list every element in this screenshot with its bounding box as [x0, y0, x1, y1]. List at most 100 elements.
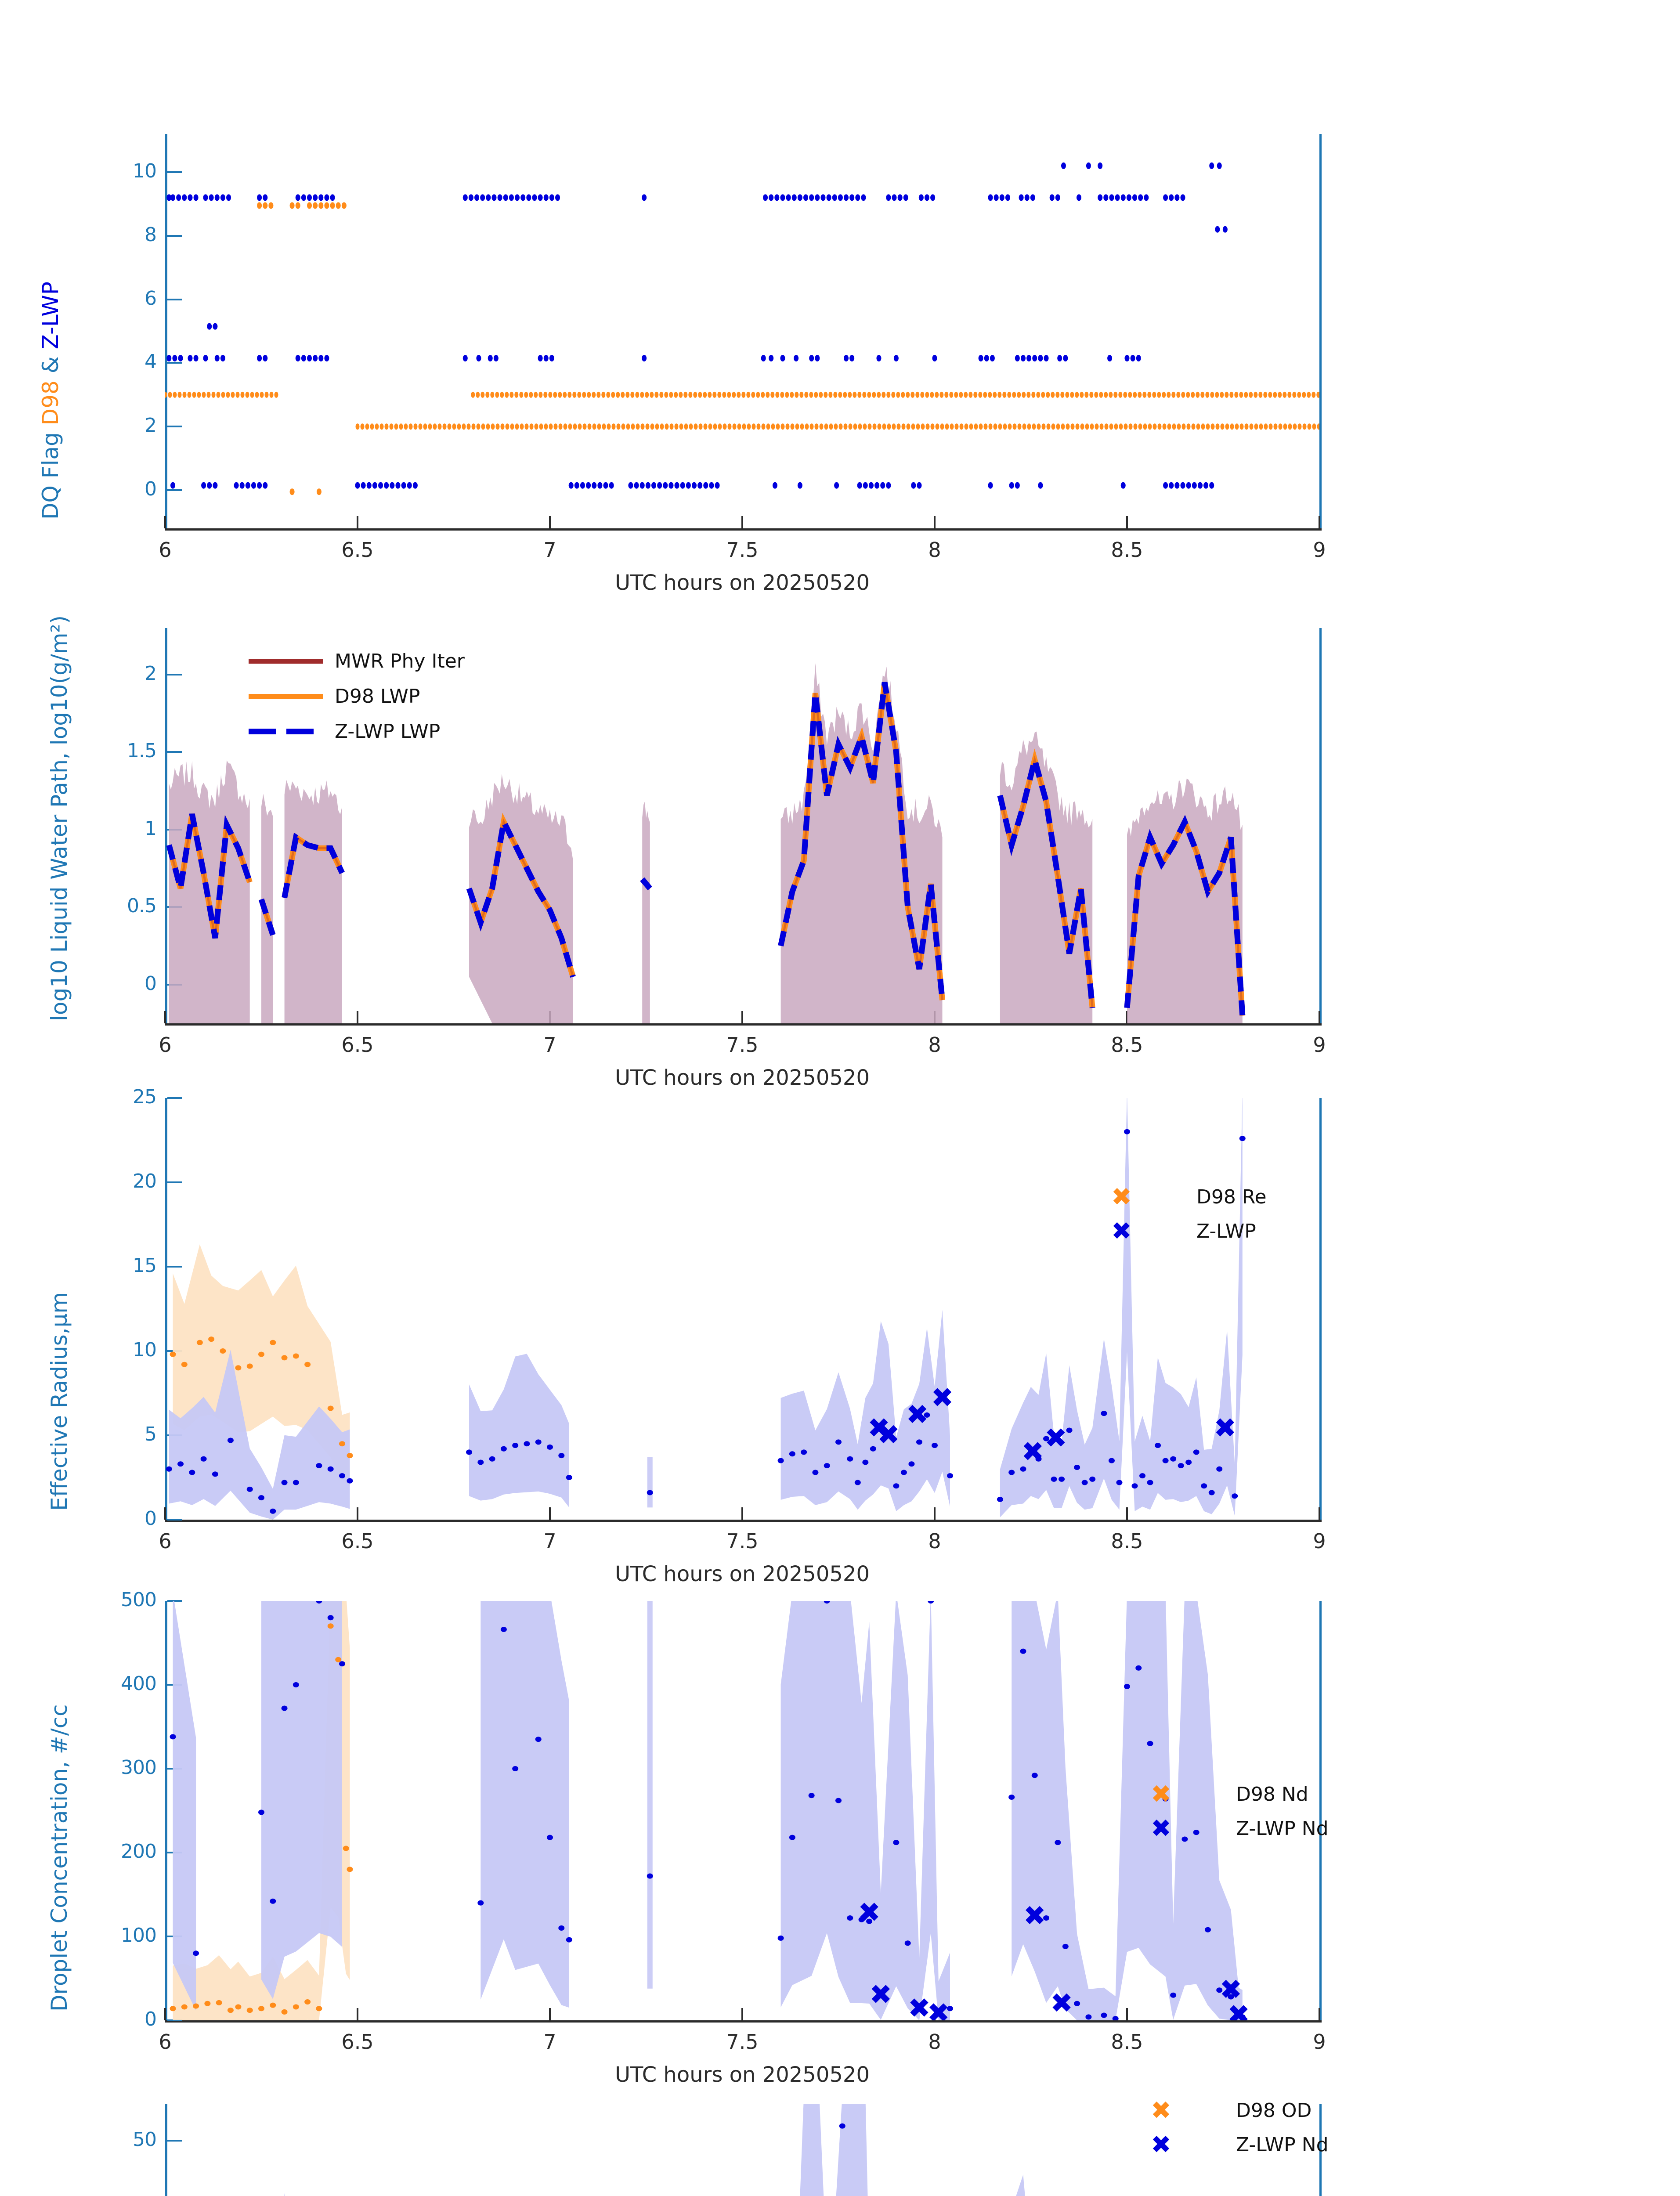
x-tick-label: 7.5 [726, 538, 759, 562]
svg-text:✖: ✖ [1051, 1989, 1072, 2018]
y-axis-line [165, 628, 167, 1023]
svg-text:✖: ✖ [871, 1981, 891, 2009]
legend-x-marker: ✖ [1151, 1780, 1171, 1809]
legend-entry-2: Z-LWP LWP [249, 720, 440, 743]
svg-text:✖: ✖ [1215, 1414, 1236, 1443]
series-z-lwp-re-highlighted: ✖✖✖✖✖ ✖ ✖ [869, 1384, 1236, 1466]
lwp-uncertainty-band [642, 802, 650, 1023]
y-axis-line [165, 2104, 167, 2196]
svg-text:✖: ✖ [869, 1414, 889, 1443]
y-axis-line-right [1319, 1098, 1322, 1520]
x-tick-label: 8 [928, 1529, 941, 1553]
y-tick-label: 5 [145, 1423, 157, 1445]
series-z-lwp-nd [170, 1601, 1246, 2020]
x-axis-label: UTC hours on 20250520 [615, 2062, 870, 2087]
y-tick-label: 0.5 [127, 895, 157, 917]
legend-x-marker: ✖ [1151, 2130, 1171, 2159]
z-lwp-lwp-line [282, 832, 345, 899]
x-tick [164, 516, 166, 528]
highlight-x-marker: ✖ [1050, 1987, 1073, 2019]
lwp-uncertainty-band [469, 774, 573, 1023]
x-tick-label: 7.5 [726, 2030, 759, 2054]
y-tick [167, 2140, 182, 2142]
uncertainty-band [481, 1601, 569, 2008]
highlight-x-marker: ✖ [869, 1979, 892, 2011]
x-tick-label: 7 [543, 2030, 556, 2054]
x-tick [741, 1011, 743, 1023]
legend-x-marker: ✖ [1151, 2096, 1171, 2125]
y-tick [167, 362, 182, 364]
y-tick [167, 235, 182, 237]
legend-label: D98 Nd [1236, 1783, 1308, 1806]
x-tick [549, 1507, 551, 1520]
z-lwp-lwp-line [466, 813, 576, 978]
highlight-x-marker: ✖ [1021, 1435, 1044, 1467]
x-tick [164, 1011, 166, 1023]
uncertainty-band [800, 2104, 868, 2196]
x-tick [549, 516, 551, 528]
legend-label: D98 OD [1236, 2099, 1312, 2122]
x-tick-label: 6.5 [341, 538, 374, 562]
x-tick [934, 516, 936, 528]
y-tick-label: 8 [145, 223, 157, 246]
svg-text:✖: ✖ [1024, 1902, 1045, 1930]
plot-area: ✖✖ ✖✖✖✖ ✖✖✖✖ ✖✖✖✖ ✖✖ [170, 1601, 1250, 2020]
series-d98-nd [170, 1623, 353, 2015]
y-axis-line [165, 134, 167, 528]
y-tick-label: 500 [121, 1589, 157, 1611]
highlight-x-marker: ✖ [858, 1896, 881, 1929]
x-tick-label: 9 [1313, 538, 1326, 562]
x-tick-label: 7 [543, 1033, 556, 1057]
y-tick-label: 4 [145, 350, 157, 373]
uncertainty-band [1016, 2174, 1025, 2196]
y-axis-label-text: log10 Liquid Water Path, log10(g/m²) [47, 615, 72, 1021]
y-tick-label: 15 [133, 1254, 157, 1277]
y-axis-label-part: Z-LWP [38, 282, 63, 350]
x-tick-label: 6.5 [341, 1033, 374, 1057]
y-tick-label: 2 [145, 414, 157, 437]
svg-text:✖: ✖ [878, 1421, 899, 1449]
x-tick [741, 2008, 743, 2020]
uncertainty-band [780, 1310, 950, 1511]
y-axis-label: log10 Liquid Water Path, log10(g/m²) [47, 615, 72, 1021]
legend-x-marker: ✖ [1151, 1814, 1171, 1843]
lwp-uncertainty-band [284, 780, 342, 1023]
svg-text:✖: ✖ [1228, 2001, 1249, 2020]
legend-solid-line [249, 659, 323, 664]
series-z-lwp-re [166, 1129, 1246, 1514]
x-axis-label: UTC hours on 20250520 [615, 1065, 870, 1090]
legend-entry-0: ✖ D98 OD [1151, 2096, 1312, 2125]
highlight-x-marker: ✖ [867, 1412, 890, 1444]
highlight-x-marker: ✖ [1023, 1900, 1046, 1932]
svg-text:✖: ✖ [932, 1384, 953, 1412]
highlight-x-marker: ✖ [908, 1992, 931, 2020]
x-tick [934, 1507, 936, 1520]
y-tick-label: 0 [145, 1507, 157, 1530]
x-tick-label: 8 [928, 1033, 941, 1057]
y-tick-label: 200 [121, 1840, 157, 1863]
x-tick [357, 2008, 358, 2020]
series-z-lwp-dq-flag [166, 162, 1228, 489]
svg-text:✖: ✖ [1045, 1424, 1066, 1453]
x-tick [1319, 2008, 1320, 2020]
series-d98-re [170, 1336, 353, 1459]
highlight-x-marker: ✖ [1227, 1999, 1250, 2020]
uncertainty-band [469, 1354, 569, 1508]
plot-area [165, 162, 1319, 495]
x-tick-label: 6 [159, 2030, 172, 2054]
y-axis-label-part: D98 [38, 373, 63, 426]
z-lwp-lwp-line [778, 682, 945, 1000]
svg-text:✖: ✖ [859, 1899, 880, 1927]
highlight-x-marker: ✖ [1214, 1412, 1236, 1444]
x-tick-label: 9 [1313, 2030, 1326, 2054]
highlight-x-marker: ✖ [931, 1382, 954, 1414]
legend-label: Z-LWP Nd [1236, 1817, 1329, 1840]
x-tick-label: 8 [928, 538, 941, 562]
x-tick-label: 8.5 [1111, 1529, 1143, 1553]
legend-dashed-line [249, 729, 323, 734]
legend-entry-0: ✖ D98 Re [1111, 1185, 1267, 1209]
highlight-x-marker: ✖ [927, 1997, 950, 2020]
x-tick [549, 2008, 551, 2020]
legend-label: MWR Phy Iter [335, 650, 465, 672]
